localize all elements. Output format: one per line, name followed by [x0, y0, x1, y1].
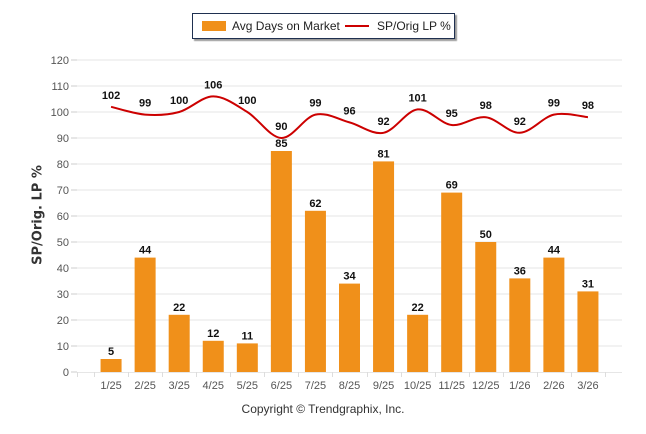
- bar: [168, 314, 190, 372]
- y-tick-label: 60: [57, 211, 69, 223]
- bar: [441, 192, 463, 372]
- bar-value-label: 36: [514, 265, 526, 277]
- bar-series: [100, 151, 599, 372]
- y-tick-label: 10: [57, 341, 69, 353]
- y-axis-title: SP/Orig. LP %: [30, 165, 46, 265]
- bar: [577, 291, 599, 372]
- x-tick-label: 2/26: [543, 380, 564, 392]
- line-path: [110, 95, 589, 140]
- line-value-label: 90: [275, 121, 287, 133]
- line-value-label: 99: [548, 98, 560, 110]
- legend-label-splp: SP/Orig LP %: [377, 19, 451, 33]
- y-tick-label: 100: [51, 107, 69, 119]
- bar: [236, 343, 258, 372]
- bar: [100, 359, 122, 372]
- bar: [475, 242, 497, 372]
- bar-value-label: 50: [480, 229, 492, 241]
- bar-value-label: 44: [139, 245, 152, 257]
- line-value-label: 96: [343, 105, 355, 117]
- x-tick-label: 9/25: [373, 380, 394, 392]
- x-axis: 1/25 2/25 3/25 4/25 5/25 6/25 7/25 8/25 9/25 10/2…: [77, 372, 622, 392]
- y-axis-ticks: 0 10 20 30 40 50 60 70 80 90 100 110 120: [51, 55, 77, 379]
- legend-bar-swatch: [202, 21, 226, 31]
- legend-label-days: Avg Days on Market: [232, 19, 340, 33]
- y-tick-label: 110: [51, 81, 69, 93]
- bar-value-label: 34: [343, 271, 356, 283]
- bar: [543, 257, 565, 372]
- line-series: [110, 95, 589, 140]
- bar-value-label: 5: [108, 346, 114, 358]
- bar-value-label: 11: [241, 330, 253, 342]
- bar: [270, 151, 292, 372]
- line-value-label: 101: [408, 92, 426, 104]
- bar-value-label: 44: [548, 245, 561, 257]
- line-value-label: 100: [170, 95, 188, 107]
- x-tick-label: 11/25: [438, 380, 465, 392]
- x-tick-label: 6/25: [271, 380, 292, 392]
- line-value-label: 102: [102, 90, 120, 102]
- bar: [373, 161, 395, 372]
- y-tick-label: 20: [57, 315, 69, 327]
- bar-value-label: 69: [446, 180, 458, 192]
- x-tick-label: 2/25: [134, 380, 155, 392]
- bar-value-label: 62: [309, 198, 321, 210]
- legend-line-swatch: [345, 25, 369, 27]
- line-value-label: 92: [514, 116, 526, 128]
- bar-value-label: 22: [412, 302, 424, 314]
- x-tick-label: 7/25: [305, 380, 326, 392]
- x-tick-label: 8/25: [339, 380, 360, 392]
- bar-value-label: 22: [173, 302, 185, 314]
- bar: [202, 340, 224, 372]
- x-tick-label: 10/25: [404, 380, 432, 392]
- line-value-label: 95: [446, 108, 458, 120]
- y-tick-label: 50: [57, 237, 69, 249]
- bar: [407, 314, 429, 372]
- x-tick-label: 3/25: [168, 380, 189, 392]
- bar: [304, 210, 326, 372]
- x-tick-label: 1/25: [100, 380, 121, 392]
- legend-item-bar[interactable]: Avg Days on Market: [202, 14, 340, 38]
- legend: Avg Days on Market SP/Orig LP %: [192, 13, 455, 39]
- y-tick-label: 90: [57, 133, 69, 145]
- x-tick-label: 12/25: [472, 380, 500, 392]
- bar: [339, 283, 360, 372]
- legend-item-line[interactable]: SP/Orig LP %: [345, 14, 451, 38]
- line-value-label: 100: [238, 95, 256, 107]
- bar: [509, 278, 531, 372]
- y-tick-label: 80: [57, 159, 69, 171]
- bar: [134, 257, 156, 372]
- line-value-label: 99: [309, 98, 321, 110]
- bar-value-label: 85: [275, 138, 287, 150]
- x-tick-label: 4/25: [203, 380, 224, 392]
- bar-value-label: 81: [377, 148, 389, 160]
- bar-data-labels: 5 44 22 12 11 85 62 34 81 22 69 50 36 44 31: [108, 138, 594, 358]
- line-value-label: 106: [204, 79, 222, 91]
- line-value-label: 92: [377, 116, 389, 128]
- x-tick-label: 1/26: [509, 380, 530, 392]
- bar-value-label: 31: [582, 278, 594, 290]
- y-tick-label: 70: [57, 185, 69, 197]
- line-data-labels: 102 99 100 106 100 90 99 96 92 101 95 98 92 99 98: [102, 79, 594, 133]
- line-value-label: 98: [480, 100, 492, 112]
- grid-lines: [77, 59, 622, 347]
- bar-value-label: 12: [207, 328, 219, 340]
- y-tick-label: 40: [57, 263, 69, 275]
- x-tick-label: 5/25: [237, 380, 258, 392]
- copyright: Copyright © Trendgraphix, Inc.: [241, 402, 405, 416]
- line-value-label: 99: [139, 98, 151, 110]
- x-tick-label: 3/26: [577, 380, 598, 392]
- line-value-label: 98: [582, 100, 594, 112]
- y-tick-label: 0: [63, 367, 69, 379]
- y-tick-label: 120: [51, 55, 69, 67]
- y-tick-label: 30: [57, 289, 69, 301]
